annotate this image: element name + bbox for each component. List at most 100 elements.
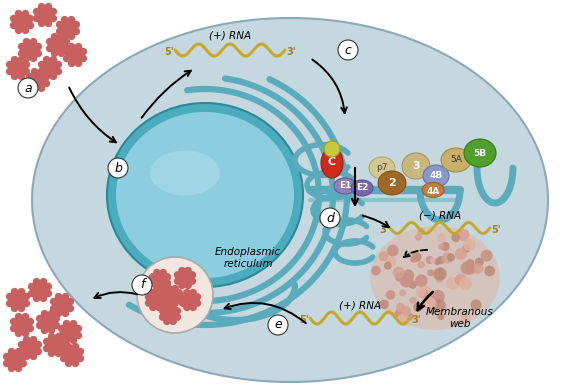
Circle shape <box>10 15 18 22</box>
Circle shape <box>174 307 181 315</box>
Circle shape <box>460 261 474 275</box>
Circle shape <box>193 299 201 307</box>
Circle shape <box>10 324 18 332</box>
Circle shape <box>188 271 196 279</box>
Circle shape <box>457 229 469 241</box>
Circle shape <box>18 305 25 312</box>
Circle shape <box>165 285 173 292</box>
Text: 5': 5' <box>491 225 501 235</box>
Circle shape <box>145 293 152 301</box>
Circle shape <box>423 297 436 310</box>
Text: (−) RNA: (−) RNA <box>419 210 461 220</box>
Circle shape <box>415 275 428 287</box>
Text: E1: E1 <box>339 181 351 190</box>
Circle shape <box>395 273 404 282</box>
Circle shape <box>436 275 443 283</box>
Circle shape <box>43 73 50 80</box>
Circle shape <box>413 303 423 312</box>
Circle shape <box>380 300 389 309</box>
Circle shape <box>50 298 57 305</box>
Circle shape <box>399 273 413 286</box>
Circle shape <box>43 56 50 64</box>
Circle shape <box>40 58 60 78</box>
Circle shape <box>72 28 80 35</box>
Ellipse shape <box>32 18 548 382</box>
Circle shape <box>437 233 446 242</box>
Circle shape <box>153 284 160 291</box>
Circle shape <box>67 305 74 312</box>
Circle shape <box>36 315 43 323</box>
Circle shape <box>68 16 75 23</box>
Circle shape <box>67 298 74 305</box>
Circle shape <box>165 300 173 307</box>
Circle shape <box>80 48 87 55</box>
Circle shape <box>11 288 18 296</box>
Circle shape <box>36 322 43 329</box>
Circle shape <box>155 289 163 296</box>
Ellipse shape <box>402 153 430 179</box>
Circle shape <box>44 290 52 297</box>
Circle shape <box>6 67 14 75</box>
Circle shape <box>431 268 444 280</box>
Circle shape <box>43 73 50 80</box>
Circle shape <box>35 5 55 25</box>
Circle shape <box>386 257 397 268</box>
Circle shape <box>481 250 493 262</box>
Circle shape <box>33 15 40 22</box>
Circle shape <box>58 325 65 332</box>
Circle shape <box>406 313 414 320</box>
Text: 5': 5' <box>164 47 174 57</box>
Circle shape <box>35 43 42 50</box>
Circle shape <box>18 43 26 50</box>
Circle shape <box>415 233 422 241</box>
Circle shape <box>31 68 38 76</box>
Circle shape <box>60 345 67 352</box>
Circle shape <box>6 300 14 307</box>
Circle shape <box>189 289 197 296</box>
Circle shape <box>11 73 18 80</box>
Ellipse shape <box>351 180 373 196</box>
Circle shape <box>18 50 26 57</box>
Circle shape <box>184 282 192 289</box>
Circle shape <box>48 349 55 357</box>
Circle shape <box>178 267 185 275</box>
Circle shape <box>8 290 28 310</box>
Circle shape <box>183 303 191 311</box>
Circle shape <box>72 343 79 351</box>
Circle shape <box>455 274 467 285</box>
Circle shape <box>23 61 30 68</box>
Circle shape <box>412 252 422 262</box>
Circle shape <box>378 251 389 261</box>
Circle shape <box>68 32 75 40</box>
Text: 3: 3 <box>412 161 420 171</box>
Circle shape <box>76 355 84 362</box>
Text: f: f <box>140 278 144 291</box>
Circle shape <box>52 315 60 323</box>
Circle shape <box>63 48 71 55</box>
Circle shape <box>48 35 68 55</box>
Circle shape <box>440 242 450 251</box>
Circle shape <box>44 20 52 27</box>
Circle shape <box>72 360 79 367</box>
Circle shape <box>27 324 34 332</box>
Circle shape <box>384 262 391 269</box>
Circle shape <box>33 8 40 15</box>
Circle shape <box>163 303 171 310</box>
Circle shape <box>149 303 156 311</box>
Circle shape <box>473 263 484 274</box>
Circle shape <box>28 70 48 90</box>
Circle shape <box>56 28 64 35</box>
Circle shape <box>38 20 46 27</box>
Circle shape <box>75 43 83 50</box>
Circle shape <box>431 290 445 303</box>
Circle shape <box>35 341 42 348</box>
Circle shape <box>63 337 71 344</box>
Text: e: e <box>274 319 282 332</box>
Circle shape <box>80 55 87 62</box>
Circle shape <box>22 313 29 321</box>
Circle shape <box>48 333 55 340</box>
Circle shape <box>132 275 152 295</box>
Circle shape <box>23 336 30 344</box>
Circle shape <box>38 3 46 11</box>
Circle shape <box>55 61 62 68</box>
